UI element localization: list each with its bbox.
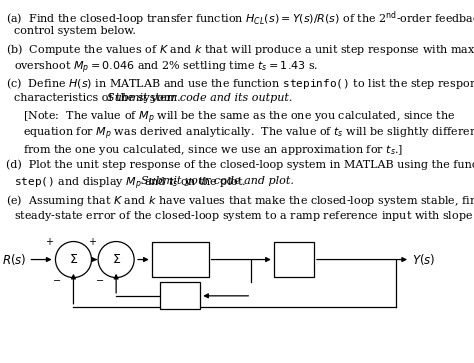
- Text: overshoot $M_p = 0.046$ and 2% settling time $t_s = 1.43$ s.: overshoot $M_p = 0.046$ and 2% settling …: [14, 59, 319, 76]
- Text: equation for $M_p$ was derived analytically.  The value of $t_s$ will be slightl: equation for $M_p$ was derived analytica…: [23, 126, 474, 142]
- Text: $\Sigma$: $\Sigma$: [69, 253, 78, 266]
- Text: $R(s)$: $R(s)$: [1, 252, 26, 267]
- Text: (c)  Define $H(s)$ in MATLAB and use the function $\mathtt{stepinfo(}$$\mathtt{): (c) Define $H(s)$ in MATLAB and use the …: [6, 76, 474, 91]
- Text: (d)  Plot the unit step response of the closed-loop system in MATLAB using the f: (d) Plot the unit step response of the c…: [6, 159, 474, 170]
- Text: (a)  Find the closed-loop transfer function $H_{CL}(s) = Y(s)/R(s)$ of the 2$^{\: (a) Find the closed-loop transfer functi…: [6, 9, 474, 28]
- Text: $-$: $-$: [94, 274, 104, 284]
- Text: control system below.: control system below.: [14, 26, 136, 36]
- Text: $s$: $s$: [290, 265, 298, 278]
- Text: $s+2$: $s+2$: [167, 266, 193, 278]
- Text: $K$: $K$: [175, 242, 185, 255]
- Text: from the one you calculated, since we use an approximation for $t_s$.]: from the one you calculated, since we us…: [23, 143, 403, 157]
- Text: [Note:  The value of $M_p$ will be the same as the one you calculated, since the: [Note: The value of $M_p$ will be the sa…: [23, 109, 455, 126]
- Text: (b)  Compute the values of $K$ and $k$ that will produce a unit step response wi: (b) Compute the values of $K$ and $k$ th…: [6, 42, 474, 57]
- Text: +: +: [45, 237, 53, 247]
- Text: $k$: $k$: [175, 289, 185, 303]
- Text: characteristics of the system.: characteristics of the system.: [14, 93, 188, 103]
- Text: steady-state error of the closed-loop system to a ramp reference input with slop: steady-state error of the closed-loop sy…: [14, 209, 474, 224]
- Text: $\Sigma$: $\Sigma$: [111, 253, 121, 266]
- FancyBboxPatch shape: [152, 242, 209, 277]
- Text: Submit your code and its output.: Submit your code and its output.: [107, 93, 292, 103]
- Text: $1$: $1$: [290, 243, 298, 256]
- Text: Submit your code and plot.: Submit your code and plot.: [141, 176, 294, 186]
- Text: $-$: $-$: [52, 274, 61, 284]
- FancyBboxPatch shape: [160, 282, 200, 309]
- Text: (e)  Assuming that $K$ and $k$ have values that make the closed-loop system stab: (e) Assuming that $K$ and $k$ have value…: [6, 193, 474, 208]
- Text: $\mathtt{step()}$ and display $M_p$ and $t_s$ on the plot.: $\mathtt{step()}$ and display $M_p$ and …: [14, 176, 251, 192]
- Text: $Y(s)$: $Y(s)$: [412, 252, 436, 267]
- Text: +: +: [88, 237, 96, 247]
- FancyBboxPatch shape: [274, 242, 314, 277]
